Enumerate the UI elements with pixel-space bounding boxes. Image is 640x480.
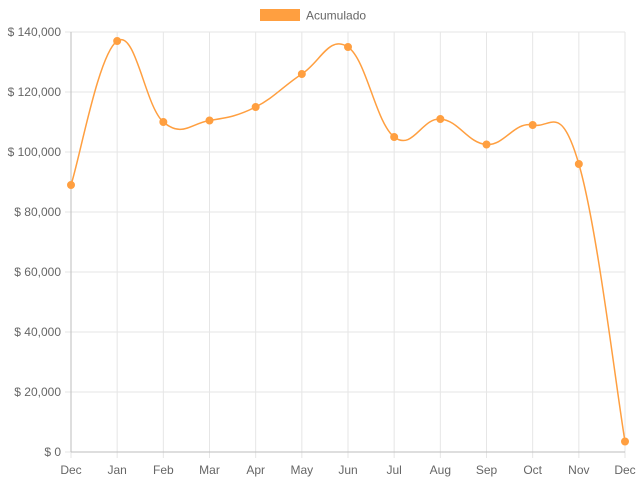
data-point[interactable] bbox=[574, 160, 583, 168]
legend-swatch-acumulado bbox=[260, 9, 300, 21]
data-point[interactable] bbox=[482, 140, 491, 149]
x-tick-label: Dec bbox=[60, 463, 81, 477]
x-axis-tick-labels: Dec Jan Feb Mar Apr May Jun Jul Aug Sep Oct Nov Dec bbox=[60, 463, 635, 477]
x-tick-label: Sep bbox=[476, 463, 498, 477]
series-acumulado bbox=[67, 37, 629, 446]
x-tick-label: Jun bbox=[338, 463, 357, 477]
y-tick-label: $ 80,000 bbox=[14, 205, 61, 219]
data-point[interactable] bbox=[621, 437, 629, 446]
y-tick-label: $ 0 bbox=[44, 445, 61, 459]
data-point[interactable] bbox=[436, 115, 445, 123]
x-tick-label: Jan bbox=[107, 463, 126, 477]
data-point[interactable] bbox=[159, 118, 168, 126]
grid-lines bbox=[65, 31, 626, 458]
series-line-acumulado bbox=[70, 38, 626, 442]
y-tick-label: $ 60,000 bbox=[14, 265, 61, 279]
data-point[interactable] bbox=[390, 133, 399, 141]
x-tick-label: Mar bbox=[199, 463, 220, 477]
data-point[interactable] bbox=[67, 181, 75, 189]
y-tick-label: $ 140,000 bbox=[8, 25, 62, 39]
data-point[interactable] bbox=[113, 37, 122, 45]
data-point[interactable] bbox=[297, 70, 306, 78]
data-point[interactable] bbox=[251, 103, 260, 111]
x-tick-label: Dec bbox=[614, 463, 635, 477]
x-tick-label: Aug bbox=[430, 463, 451, 477]
data-point[interactable] bbox=[205, 116, 214, 125]
legend[interactable]: Acumulado bbox=[260, 9, 366, 23]
x-tick-label: Nov bbox=[568, 463, 589, 477]
x-tick-label: May bbox=[290, 463, 313, 477]
x-tick-label: Oct bbox=[523, 463, 542, 477]
x-tick-label: Feb bbox=[153, 463, 174, 477]
x-tick-label: Apr bbox=[246, 463, 265, 477]
data-point[interactable] bbox=[344, 43, 352, 51]
x-tick-label: Jul bbox=[386, 463, 401, 477]
legend-label-acumulado: Acumulado bbox=[306, 9, 366, 23]
y-axis-tick-labels: $ 0 $ 20,000 $ 40,000 $ 60,000 $ 80,000 $ 100… bbox=[8, 25, 62, 459]
y-tick-label: $ 40,000 bbox=[14, 325, 61, 339]
y-tick-label: $ 100,000 bbox=[8, 145, 62, 159]
y-tick-label: $ 120,000 bbox=[8, 85, 62, 99]
y-tick-label: $ 20,000 bbox=[14, 385, 61, 399]
data-point[interactable] bbox=[528, 121, 537, 129]
axes bbox=[70, 32, 625, 453]
